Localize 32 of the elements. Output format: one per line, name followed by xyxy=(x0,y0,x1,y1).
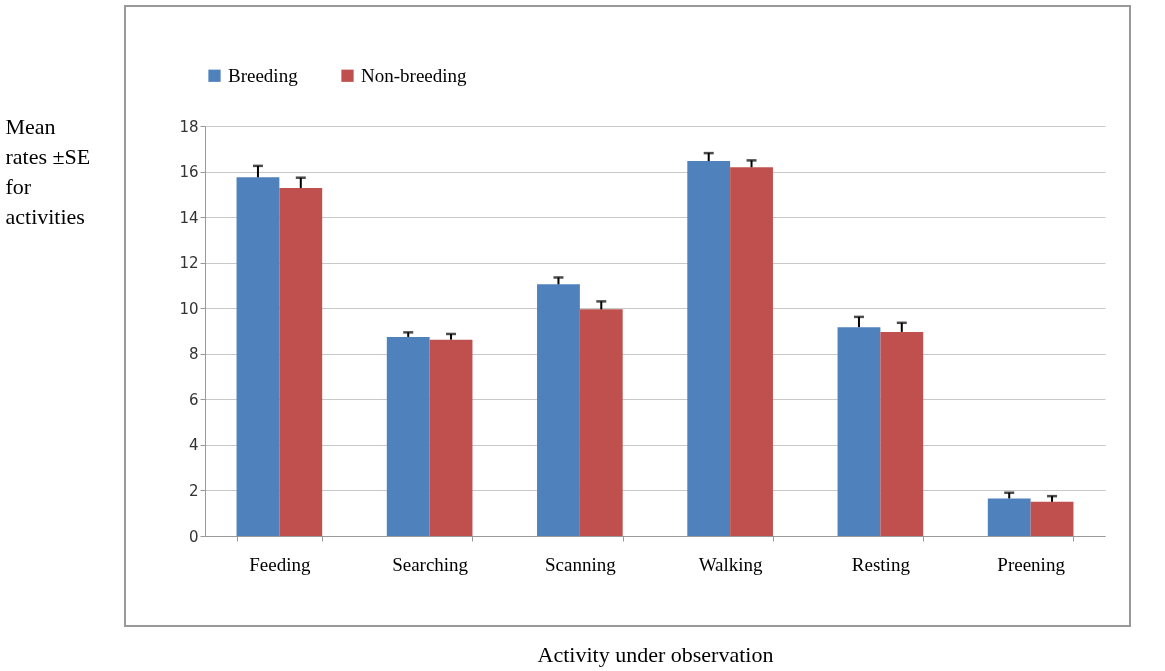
x-tick-label: Preening xyxy=(997,553,1066,575)
y-tick-label: 2 xyxy=(188,481,199,500)
x-tick-label: Scanning xyxy=(545,553,617,575)
y-tick-label: 8 xyxy=(188,345,199,364)
y-axis-title: Mean rates ±SE for activities xyxy=(5,113,91,229)
bar xyxy=(837,327,881,536)
bar xyxy=(880,331,924,536)
legend-label: Breeding xyxy=(228,64,299,86)
y-tick-label: 18 xyxy=(179,117,199,136)
bar xyxy=(1030,501,1074,536)
x-tick-label: Searching xyxy=(392,553,469,575)
bar xyxy=(429,339,473,536)
bar xyxy=(687,161,731,536)
bar xyxy=(537,284,580,536)
bar xyxy=(730,167,773,536)
bar xyxy=(386,336,430,536)
x-tick-label: Resting xyxy=(851,553,911,575)
y-tick-label: 16 xyxy=(179,163,199,182)
bar xyxy=(279,187,323,536)
y-tick-label: 6 xyxy=(188,390,199,409)
x-tick-label: Feeding xyxy=(249,553,311,575)
y-tick-label: 4 xyxy=(188,436,199,455)
y-tick-label: 0 xyxy=(188,527,199,546)
bar xyxy=(579,309,623,536)
y-tick-label: 10 xyxy=(179,299,199,318)
bar xyxy=(987,498,1031,536)
legend-label: Non-breeding xyxy=(361,64,468,86)
x-tick-label: Walking xyxy=(698,553,764,575)
x-axis-title: Activity under observation xyxy=(537,641,774,667)
y-tick-label: 14 xyxy=(179,208,199,227)
bar xyxy=(236,177,280,536)
y-tick-label: 12 xyxy=(179,254,199,273)
